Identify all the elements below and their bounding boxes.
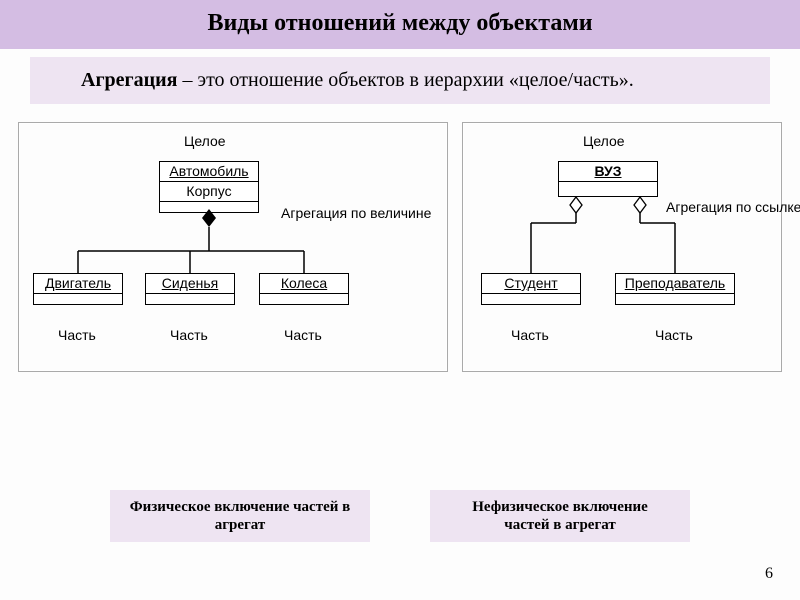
uml-class-parent: ВУЗ <box>558 161 658 197</box>
uml-class-name: Двигатель <box>34 274 122 294</box>
uml-class-parent: Автомобиль Корпус <box>159 161 259 213</box>
uml-class-name: Сиденья <box>146 274 234 294</box>
uml-class-child: Двигатель <box>33 273 123 305</box>
bottom-tags: Физическое включение частей в агрегат Не… <box>0 490 800 542</box>
uml-class-name: Автомобиль <box>160 162 258 182</box>
uml-class-name: Студент <box>482 274 580 294</box>
uml-class-child: Преподаватель <box>615 273 735 305</box>
definition-box: Агрегация – это отношение объектов в иер… <box>30 57 770 104</box>
whole-label: Целое <box>184 133 226 149</box>
uml-class-sub: Корпус <box>160 182 258 202</box>
part-label: Часть <box>284 327 322 343</box>
aggregation-by-reference-diagram: ЦелоеАгрегация по ссылке ВУЗ Студент Час… <box>462 122 782 372</box>
page-number: 6 <box>765 565 773 583</box>
diagram-row: Целое Агрегация по величине Автомобиль Ко… <box>0 122 800 372</box>
part-label: Часть <box>655 327 693 343</box>
uml-class-name: Колеса <box>260 274 348 294</box>
page-title: Виды отношений между объектами <box>0 0 800 49</box>
part-label: Часть <box>58 327 96 343</box>
aggregation-type-label: Агрегация по величине <box>281 205 431 221</box>
uml-class-name: Преподаватель <box>616 274 734 294</box>
uml-class-child: Студент <box>481 273 581 305</box>
uml-class-child: Колеса <box>259 273 349 305</box>
aggregation-by-value-diagram: Целое Агрегация по величине Автомобиль Ко… <box>18 122 448 372</box>
aggregation-type-label: Агрегация по ссылке <box>666 199 800 215</box>
physical-inclusion-tag: Физическое включение частей в агрегат <box>110 490 370 542</box>
whole-label: Целое <box>583 133 625 149</box>
part-label: Часть <box>170 327 208 343</box>
part-label: Часть <box>511 327 549 343</box>
uml-class-name: ВУЗ <box>559 162 657 182</box>
uml-class-child: Сиденья <box>145 273 235 305</box>
nonphysical-inclusion-tag: Нефизическое включение частей в агрегат <box>430 490 690 542</box>
